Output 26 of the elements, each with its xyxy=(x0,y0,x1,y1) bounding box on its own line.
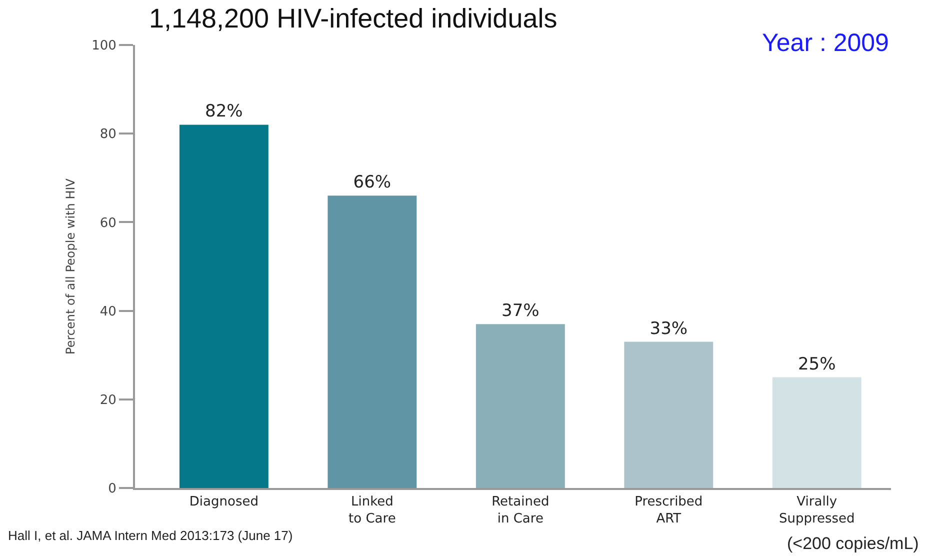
x-tick-label: Prescribed ART xyxy=(634,494,703,526)
data-label: 66% xyxy=(353,172,392,193)
bar xyxy=(179,124,268,488)
x-tick-label: Linked to Care xyxy=(348,494,396,526)
y-tick-label: 60 xyxy=(100,216,116,231)
text: (<200 copies/mL) xyxy=(787,534,919,553)
data-label: 82% xyxy=(205,102,243,122)
chart-title: 1,148,200 HIV-infected individuals xyxy=(148,3,558,34)
y-tick-label: 20 xyxy=(100,392,116,408)
bar xyxy=(772,377,862,488)
x-tick-label: Virally Suppressed xyxy=(778,494,855,526)
x-tick-label: Retained in Care xyxy=(492,494,550,526)
data-label: 33% xyxy=(650,318,688,339)
y-tick-label: 100 xyxy=(92,38,116,54)
bar xyxy=(328,196,417,488)
bar xyxy=(624,342,714,488)
text: Hall I, et al. JAMA Intern Med 2013:173 (June 17) xyxy=(8,528,293,543)
data-label: 37% xyxy=(502,301,540,322)
bar xyxy=(476,324,565,488)
y-axis-title: Percent of all People with HIV xyxy=(63,178,78,354)
data-label: 25% xyxy=(798,354,836,374)
annotation: Year : 2009 xyxy=(762,29,889,57)
y-tick-label: 80 xyxy=(100,127,116,142)
x-tick-label: Diagnosed xyxy=(189,494,258,510)
y-tick-label: 40 xyxy=(100,304,116,320)
y-tick-label: 0 xyxy=(108,482,116,497)
